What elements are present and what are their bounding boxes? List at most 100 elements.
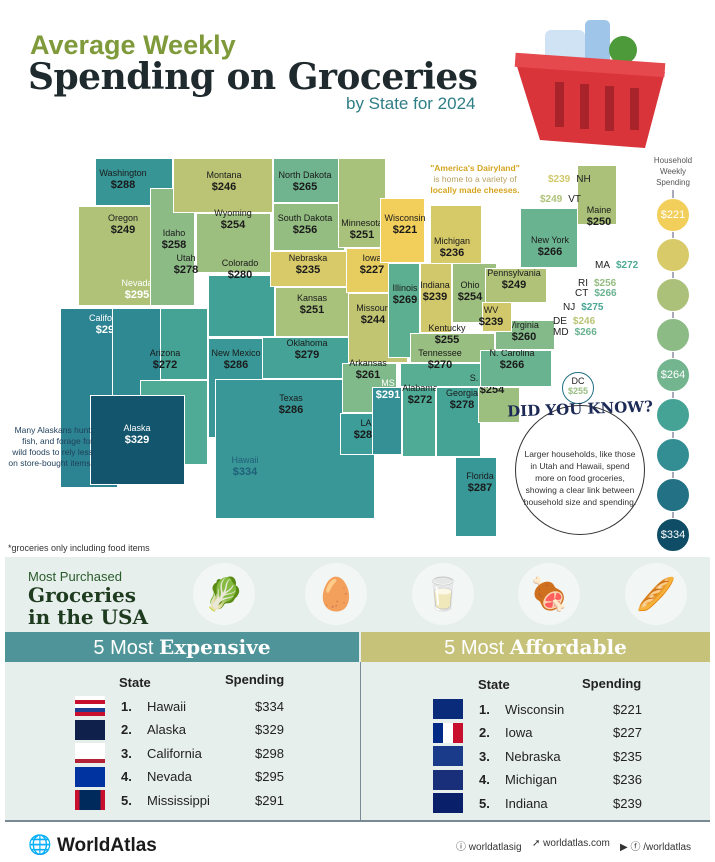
- social-link[interactable]: ▶ ⓕ /worldatlas: [620, 842, 692, 853]
- state-name: MA: [595, 260, 610, 271]
- state-value: $270: [427, 359, 453, 371]
- state-name: Oklahoma: [286, 338, 328, 348]
- state-flag-icon: [75, 766, 105, 787]
- table-row: 2. Iowa $227: [433, 722, 642, 743]
- wisconsin-note: "America's Dairyland" is home to a varie…: [420, 163, 530, 196]
- state-name: NH: [576, 174, 591, 185]
- rankings-table: 5 Most Expensive 5 Most Affordable State…: [5, 632, 710, 822]
- state-value: $255: [567, 386, 589, 396]
- rank: 1.: [121, 698, 132, 714]
- state-region: [338, 158, 386, 248]
- state-value: $279: [294, 349, 320, 361]
- state-label: South Dakota $256: [278, 213, 333, 237]
- state-value: $239: [548, 174, 571, 185]
- expensive-header: 5 Most Expensive: [5, 632, 359, 662]
- small-state-label: $239 NH: [545, 174, 594, 185]
- rank: 4.: [479, 772, 490, 787]
- social-handle: /worldatlas: [643, 842, 692, 853]
- state-label: WV $239: [479, 305, 503, 329]
- state-value: $266: [499, 359, 525, 371]
- state-name: Wyoming: [214, 208, 252, 218]
- small-state-label: NJ $275: [560, 302, 606, 313]
- state-region: [436, 387, 481, 457]
- groceries-heading: Groceries in the USA: [28, 584, 148, 628]
- state-label: Arkansas $261: [349, 358, 387, 382]
- state-name: Alaska: [147, 722, 187, 737]
- state-name: Iowa: [362, 253, 382, 263]
- affordable-header: 5 Most Affordable: [361, 632, 710, 662]
- state-region: [380, 198, 425, 263]
- state-name: Maine: [586, 205, 612, 215]
- state-name: Kentucky: [428, 323, 466, 333]
- state-name: NJ: [563, 302, 576, 313]
- ham-icon: 🍖: [518, 563, 580, 625]
- legend-title: Household Weekly Spending: [648, 155, 698, 188]
- legend-title-line: Spending: [656, 178, 690, 187]
- grocery-basket-icon: [514, 20, 666, 148]
- groceries-heading-line: Groceries: [28, 583, 136, 607]
- state-name: Colorado: [221, 258, 259, 268]
- wisconsin-note-line: locally made cheeses.: [430, 185, 520, 195]
- state-name: MD: [553, 327, 569, 338]
- state-value: $265: [292, 181, 318, 193]
- website-url: worldatlas.com: [543, 838, 610, 849]
- website-link[interactable]: ➚ worldatlas.com: [532, 838, 610, 849]
- state-value: $280: [227, 269, 253, 281]
- spending-value: $227: [613, 725, 642, 740]
- table-row: 1. Hawaii $334: [75, 696, 284, 716]
- small-state-label: DC $255: [562, 372, 594, 404]
- wisconsin-note-line: "America's Dairyland": [430, 163, 520, 173]
- state-flag-icon: [433, 746, 463, 766]
- state-name: Hawaii: [231, 455, 259, 465]
- state-name: North Dakota: [278, 170, 332, 180]
- state-flag-icon: [75, 790, 105, 810]
- state-name: RI: [578, 278, 588, 289]
- state-name: Wisconsin: [384, 213, 426, 223]
- state-name: Michigan: [433, 236, 471, 246]
- state-name: Missouri: [356, 303, 390, 313]
- table-row: 3. California $298: [75, 743, 284, 763]
- state-name: Virginia: [509, 320, 539, 330]
- state-name: New York: [530, 235, 570, 245]
- state-name: Indiana: [505, 795, 548, 811]
- legend-swatch: [656, 398, 690, 432]
- state-value: $266: [594, 288, 617, 299]
- state-region: [430, 205, 482, 265]
- instagram-link[interactable]: ⓘ worldatlasig: [456, 842, 522, 853]
- state-label: Pennsylvania $249: [487, 268, 541, 292]
- state-region: [402, 387, 436, 457]
- state-region: [372, 387, 402, 455]
- groceries-heading-small: Most Purchased: [28, 569, 122, 584]
- state-name: Oregon: [107, 213, 139, 223]
- state-value: $286: [223, 359, 249, 371]
- state-label: Montana $246: [206, 170, 241, 194]
- state-flag-icon: [433, 769, 463, 790]
- legend-line: [672, 190, 674, 520]
- state-name: Nebraska: [505, 748, 561, 764]
- title-line1: Average Weekly: [30, 30, 236, 60]
- state-name: Michigan: [505, 772, 558, 787]
- state-label: New York $266: [531, 235, 569, 259]
- rank: 2.: [479, 725, 490, 740]
- page-title: Spending on Groceries: [28, 56, 478, 98]
- rank: 3.: [479, 748, 490, 764]
- state-name: New Mexico: [211, 348, 261, 358]
- table-row: 3. Nebraska $235: [433, 746, 642, 766]
- state-name: Nevada: [147, 769, 192, 784]
- state-region: [196, 213, 271, 273]
- state-label: North Dakota $265: [278, 170, 331, 194]
- affordable-title-pre: 5 Most: [444, 637, 510, 659]
- state-label: Missouri $244: [356, 303, 390, 327]
- state-name: Nebraska: [288, 253, 328, 263]
- state-label: Arizona $272: [150, 348, 181, 372]
- state-value: $256: [594, 278, 617, 289]
- groceries-heading-line: in the USA: [28, 605, 148, 629]
- state-label: Georgia $278: [446, 388, 478, 412]
- state-label: Oklahoma $279: [286, 338, 327, 362]
- col-spending: Spending: [225, 672, 285, 687]
- state-value: $236: [439, 247, 465, 259]
- state-label: Colorado $280: [222, 258, 259, 282]
- state-flag-icon: [75, 743, 105, 763]
- state-label: Wyoming $254: [214, 208, 251, 232]
- state-value: $254: [479, 384, 505, 396]
